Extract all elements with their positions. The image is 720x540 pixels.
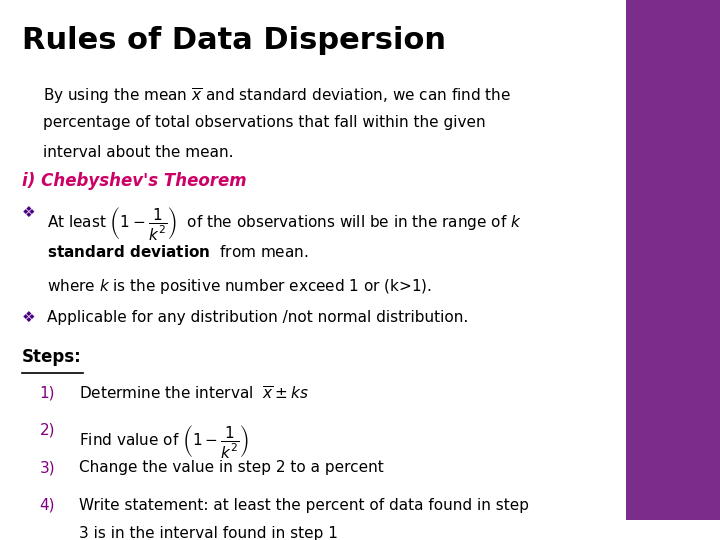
- Text: Rules of Data Dispersion: Rules of Data Dispersion: [22, 26, 446, 55]
- Text: percentage of total observations that fall within the given: percentage of total observations that fa…: [43, 116, 486, 131]
- Text: By using the mean $\overline{x}$ and standard deviation, we can find the: By using the mean $\overline{x}$ and sta…: [43, 86, 511, 106]
- Text: Applicable for any distribution /not normal distribution.: Applicable for any distribution /not nor…: [47, 310, 468, 326]
- Text: 3): 3): [40, 460, 55, 475]
- Text: 4): 4): [40, 498, 55, 512]
- Text: 1): 1): [40, 386, 55, 400]
- Text: ❖: ❖: [22, 310, 35, 326]
- Text: i) Chebyshev's Theorem: i) Chebyshev's Theorem: [22, 172, 246, 190]
- Text: Find value of $\left(1-\dfrac{1}{k^2}\right)$: Find value of $\left(1-\dfrac{1}{k^2}\ri…: [79, 423, 249, 460]
- Text: ❖: ❖: [22, 205, 35, 220]
- Text: Determine the interval  $\overline{x} \pm ks$: Determine the interval $\overline{x} \pm…: [79, 386, 309, 402]
- Text: where $k$ is the positive number exceed 1 or (k>1).: where $k$ is the positive number exceed …: [47, 276, 432, 295]
- Text: 3 is in the interval found in step 1: 3 is in the interval found in step 1: [79, 526, 338, 540]
- Text: interval about the mean.: interval about the mean.: [43, 145, 234, 160]
- Text: $\mathbf{standard\ deviation}$  from mean.: $\mathbf{standard\ deviation}$ from mean…: [47, 245, 308, 260]
- Text: Change the value in step 2 to a percent: Change the value in step 2 to a percent: [79, 460, 384, 475]
- Text: Steps:: Steps:: [22, 348, 81, 366]
- Text: Write statement: at least the percent of data found in step: Write statement: at least the percent of…: [79, 498, 529, 512]
- Text: 2): 2): [40, 423, 55, 438]
- FancyBboxPatch shape: [626, 0, 720, 520]
- Text: At least $\left(1-\dfrac{1}{k^2}\right)$  of the observations will be in the ran: At least $\left(1-\dfrac{1}{k^2}\right)$…: [47, 205, 521, 242]
